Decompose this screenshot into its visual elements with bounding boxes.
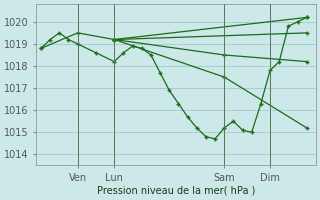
- X-axis label: Pression niveau de la mer( hPa ): Pression niveau de la mer( hPa ): [97, 186, 255, 196]
